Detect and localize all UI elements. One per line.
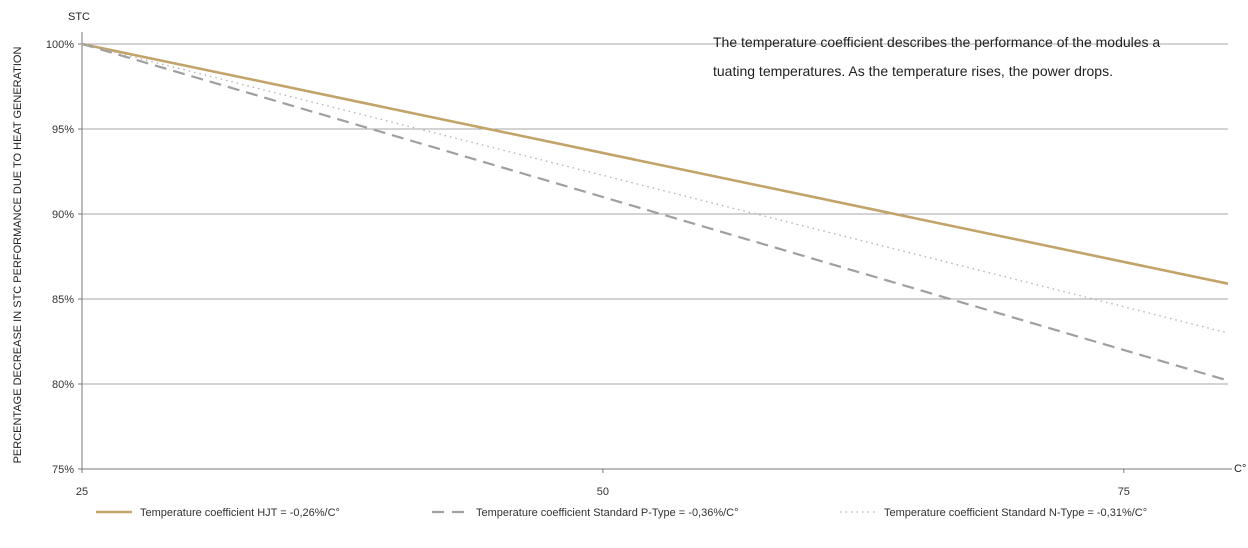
legend: Temperature coefficient HJT = -0,26%/C° T… bbox=[96, 507, 1147, 519]
x-tick-label: 25 bbox=[76, 486, 88, 498]
y-tick-labels: 75% 80% 85% 90% 95% 100% bbox=[46, 39, 82, 476]
x-tick-label: 75 bbox=[1118, 486, 1130, 498]
series-line-1 bbox=[81, 42, 1229, 285]
legend-label-2: Temperature coefficient Standard P-Type … bbox=[476, 507, 739, 519]
annotation-line-2: tuating temperatures. As the temperature… bbox=[713, 63, 1113, 79]
series-line-3 bbox=[81, 43, 1229, 334]
y-axis-title: PERCENTAGE DECREASE IN STC PERFORMANCE D… bbox=[12, 47, 24, 464]
annotation-line-1: The temperature coefficient describes th… bbox=[713, 34, 1161, 50]
y-tick-label: 80% bbox=[52, 379, 74, 391]
legend-label-3: Temperature coefficient Standard N-Type … bbox=[884, 507, 1147, 519]
chart-annotation: The temperature coefficient describes th… bbox=[713, 28, 1243, 86]
y-tick-label: 95% bbox=[52, 124, 74, 136]
x-unit-label: C° bbox=[1234, 463, 1246, 475]
y-tick-label: 90% bbox=[52, 209, 74, 221]
x-tick-label: 50 bbox=[597, 486, 609, 498]
legend-label-1: Temperature coefficient HJT = -0,26%/C° bbox=[140, 507, 340, 519]
grid bbox=[82, 43, 1228, 385]
y-unit-label: STC bbox=[68, 11, 90, 23]
series-line-2 bbox=[81, 42, 1229, 382]
series-lines bbox=[81, 42, 1229, 382]
y-tick-label: 85% bbox=[52, 294, 74, 306]
y-tick-label: 75% bbox=[52, 464, 74, 476]
y-tick-label: 100% bbox=[46, 39, 74, 51]
x-tick-labels: 25 50 75 bbox=[76, 469, 1130, 498]
